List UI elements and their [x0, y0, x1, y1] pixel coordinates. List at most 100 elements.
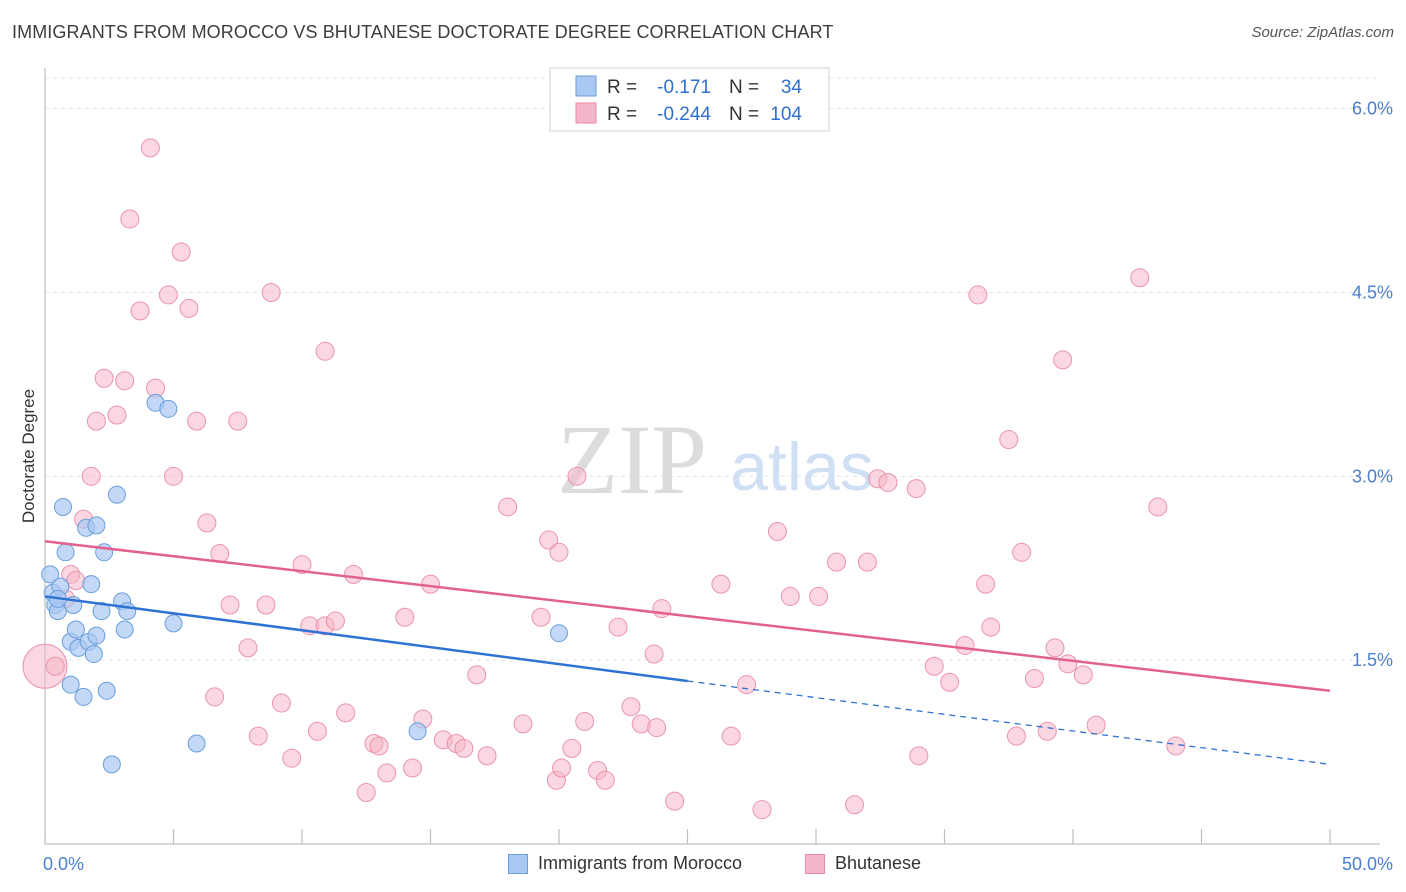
bhutanese-point	[531, 607, 551, 627]
bhutanese-point	[940, 672, 960, 692]
y-tick-labels: 1.5% 3.0% 4.5% 6.0%	[1352, 99, 1393, 671]
bhutanese-point	[968, 285, 988, 305]
morocco-trend-line	[44, 595, 688, 683]
bhutanese-point	[737, 675, 757, 695]
bhutanese-point	[377, 763, 397, 783]
bhutanese-point	[315, 341, 335, 361]
morocco-point	[61, 675, 80, 694]
legend-r-value-bhutanese: -0.244	[657, 104, 711, 125]
bhutanese-point	[595, 770, 615, 790]
legend-r-value-morocco: -0.171	[657, 77, 711, 98]
morocco-point	[118, 602, 137, 621]
bhutanese-point	[752, 800, 772, 820]
legend-item-morocco: Immigrants from Morocco	[508, 853, 742, 874]
bhutanese-point	[81, 466, 101, 486]
bhutanese-point	[621, 697, 641, 717]
morocco-point	[102, 755, 121, 774]
bhutanese-point	[292, 555, 312, 575]
morocco-point	[159, 399, 178, 418]
morocco-point	[115, 620, 134, 639]
bhutanese-point	[909, 746, 929, 766]
legend-n-label-morocco: N =	[729, 77, 759, 98]
bhutanese-point	[567, 466, 587, 486]
chart-title: IMMIGRANTS FROM MOROCCO VS BHUTANESE DOC…	[12, 22, 834, 42]
bhutanese-point	[130, 301, 150, 321]
bhutanese-point	[857, 552, 877, 572]
x-tick-label-max: 50.0%	[1342, 854, 1393, 874]
legend-top: R = -0.171 N = 34 R = -0.244 N = 104	[549, 67, 830, 132]
morocco-point	[550, 624, 568, 643]
watermark-zip: ZIP	[557, 404, 707, 515]
bhutanese-point	[955, 635, 975, 655]
morocco-point	[107, 485, 126, 504]
bhutanese-point	[1024, 669, 1044, 689]
bhutanese-point	[999, 430, 1019, 450]
bhutanese-point	[228, 411, 248, 431]
morocco-point	[87, 516, 106, 535]
bhutanese-point	[608, 617, 628, 637]
bhutanese-point	[981, 617, 1001, 637]
bhutanese-point	[539, 530, 559, 550]
bhutanese-point	[271, 693, 291, 713]
bhutanese-point	[22, 643, 68, 689]
morocco-point	[87, 626, 106, 645]
bhutanese-point	[1073, 665, 1093, 685]
morocco-point	[66, 620, 85, 639]
bhutanese-point	[827, 552, 847, 572]
bhutanese-point	[644, 644, 664, 664]
bhutanese-points	[22, 138, 1186, 820]
legend-bottom: Immigrants from Morocco Bhutanese	[0, 850, 1406, 880]
bhutanese-point	[86, 411, 106, 431]
x-ticks	[44, 829, 1331, 844]
bhutanese-point	[336, 703, 356, 723]
bhutanese-point	[261, 282, 281, 302]
morocco-trend-extension	[687, 680, 1331, 765]
bhutanese-point	[238, 638, 258, 658]
bhutanese-point	[248, 726, 268, 746]
bhutanese-point	[976, 574, 996, 594]
bhutanese-point	[1166, 736, 1186, 756]
legend-bottom-swatch-bhutanese	[805, 853, 825, 874]
bhutanese-point	[343, 564, 363, 584]
morocco-points	[41, 393, 568, 774]
watermark-atlas: atlas	[730, 429, 874, 505]
legend-n-value-morocco: 34	[781, 77, 803, 98]
bhutanese-point	[1148, 497, 1168, 517]
bhutanese-point	[158, 285, 178, 305]
bhutanese-point	[187, 411, 207, 431]
bhutanese-point	[1053, 350, 1073, 370]
bhutanese-point	[403, 758, 423, 778]
bhutanese-point	[115, 371, 135, 391]
morocco-point	[56, 543, 75, 562]
source-label: Source: ZipAtlas.com	[1251, 24, 1394, 41]
legend-r-label-bhutanese: R =	[607, 104, 637, 125]
bhutanese-point	[307, 721, 327, 741]
bhutanese-point	[906, 479, 926, 499]
bhutanese-point	[1045, 638, 1065, 658]
bhutanese-point	[549, 542, 569, 562]
bhutanese-point	[721, 726, 741, 746]
bhutanese-point	[356, 783, 376, 803]
x-tick-label-min: 0.0%	[43, 854, 84, 874]
bhutanese-point	[66, 570, 86, 590]
bhutanese-point	[1037, 721, 1057, 741]
bhutanese-point	[1006, 726, 1026, 746]
y-tick-label: 1.5%	[1352, 650, 1393, 670]
morocco-point	[41, 565, 60, 584]
y-tick-label: 3.0%	[1352, 466, 1393, 486]
gridlines	[45, 77, 1380, 661]
legend-bottom-label-morocco: Immigrants from Morocco	[538, 853, 743, 873]
bhutanese-point	[809, 586, 829, 606]
bhutanese-point	[107, 405, 127, 425]
bhutanese-point	[220, 595, 240, 615]
bhutanese-point	[575, 711, 595, 731]
bhutanese-point	[171, 242, 191, 262]
bhutanese-point	[282, 748, 302, 768]
bhutanese-point	[205, 687, 225, 707]
bhutanese-point	[1086, 715, 1106, 735]
bhutanese-point	[477, 746, 497, 766]
x-tick-labels: 0.0% 50.0%	[43, 854, 1393, 874]
bhutanese-point	[454, 738, 474, 758]
legend-bottom-swatch-morocco	[508, 853, 528, 874]
morocco-point	[164, 614, 183, 633]
